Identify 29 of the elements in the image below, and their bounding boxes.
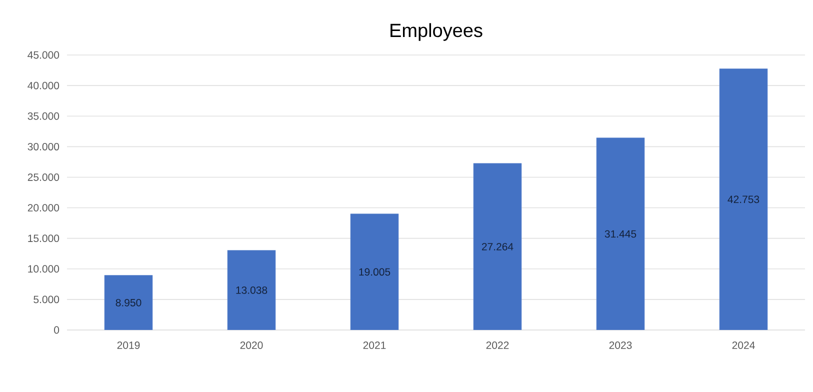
- bar: [719, 68, 768, 330]
- y-tick-label: 30.000: [28, 142, 60, 150]
- y-tick-label: 45.000: [28, 51, 60, 59]
- x-tick-label: 2019: [117, 342, 140, 349]
- y-tick-label: 25.000: [28, 174, 60, 181]
- data-label: 8.950: [116, 298, 142, 306]
- bar: [473, 163, 522, 330]
- x-tick-label: 2022: [486, 342, 509, 349]
- y-tick-label: 0: [54, 326, 60, 334]
- chart-title: Employees: [390, 23, 482, 41]
- bar: [104, 275, 153, 330]
- x-tick-label: 2020: [240, 342, 263, 349]
- data-label: 27.264: [482, 242, 514, 250]
- bar: [350, 214, 399, 330]
- y-tick-label: 15.000: [28, 234, 60, 242]
- y-tick-label: 20.000: [28, 204, 60, 212]
- data-label: 42.753: [728, 196, 760, 204]
- y-tick-label: 40.000: [28, 82, 60, 90]
- data-label: 19.005: [359, 268, 390, 276]
- bar: [596, 138, 645, 330]
- x-tick-label: 2023: [609, 342, 632, 349]
- y-tick-label: 10.000: [28, 265, 60, 273]
- y-tick-label: 35.000: [28, 112, 60, 120]
- bar: [227, 250, 276, 330]
- x-tick-label: 2024: [732, 342, 755, 349]
- data-label: 13.038: [236, 286, 268, 294]
- y-tick-label: 5.000: [34, 296, 60, 304]
- x-tick-label: 2021: [363, 342, 386, 349]
- data-label: 31.445: [604, 230, 636, 238]
